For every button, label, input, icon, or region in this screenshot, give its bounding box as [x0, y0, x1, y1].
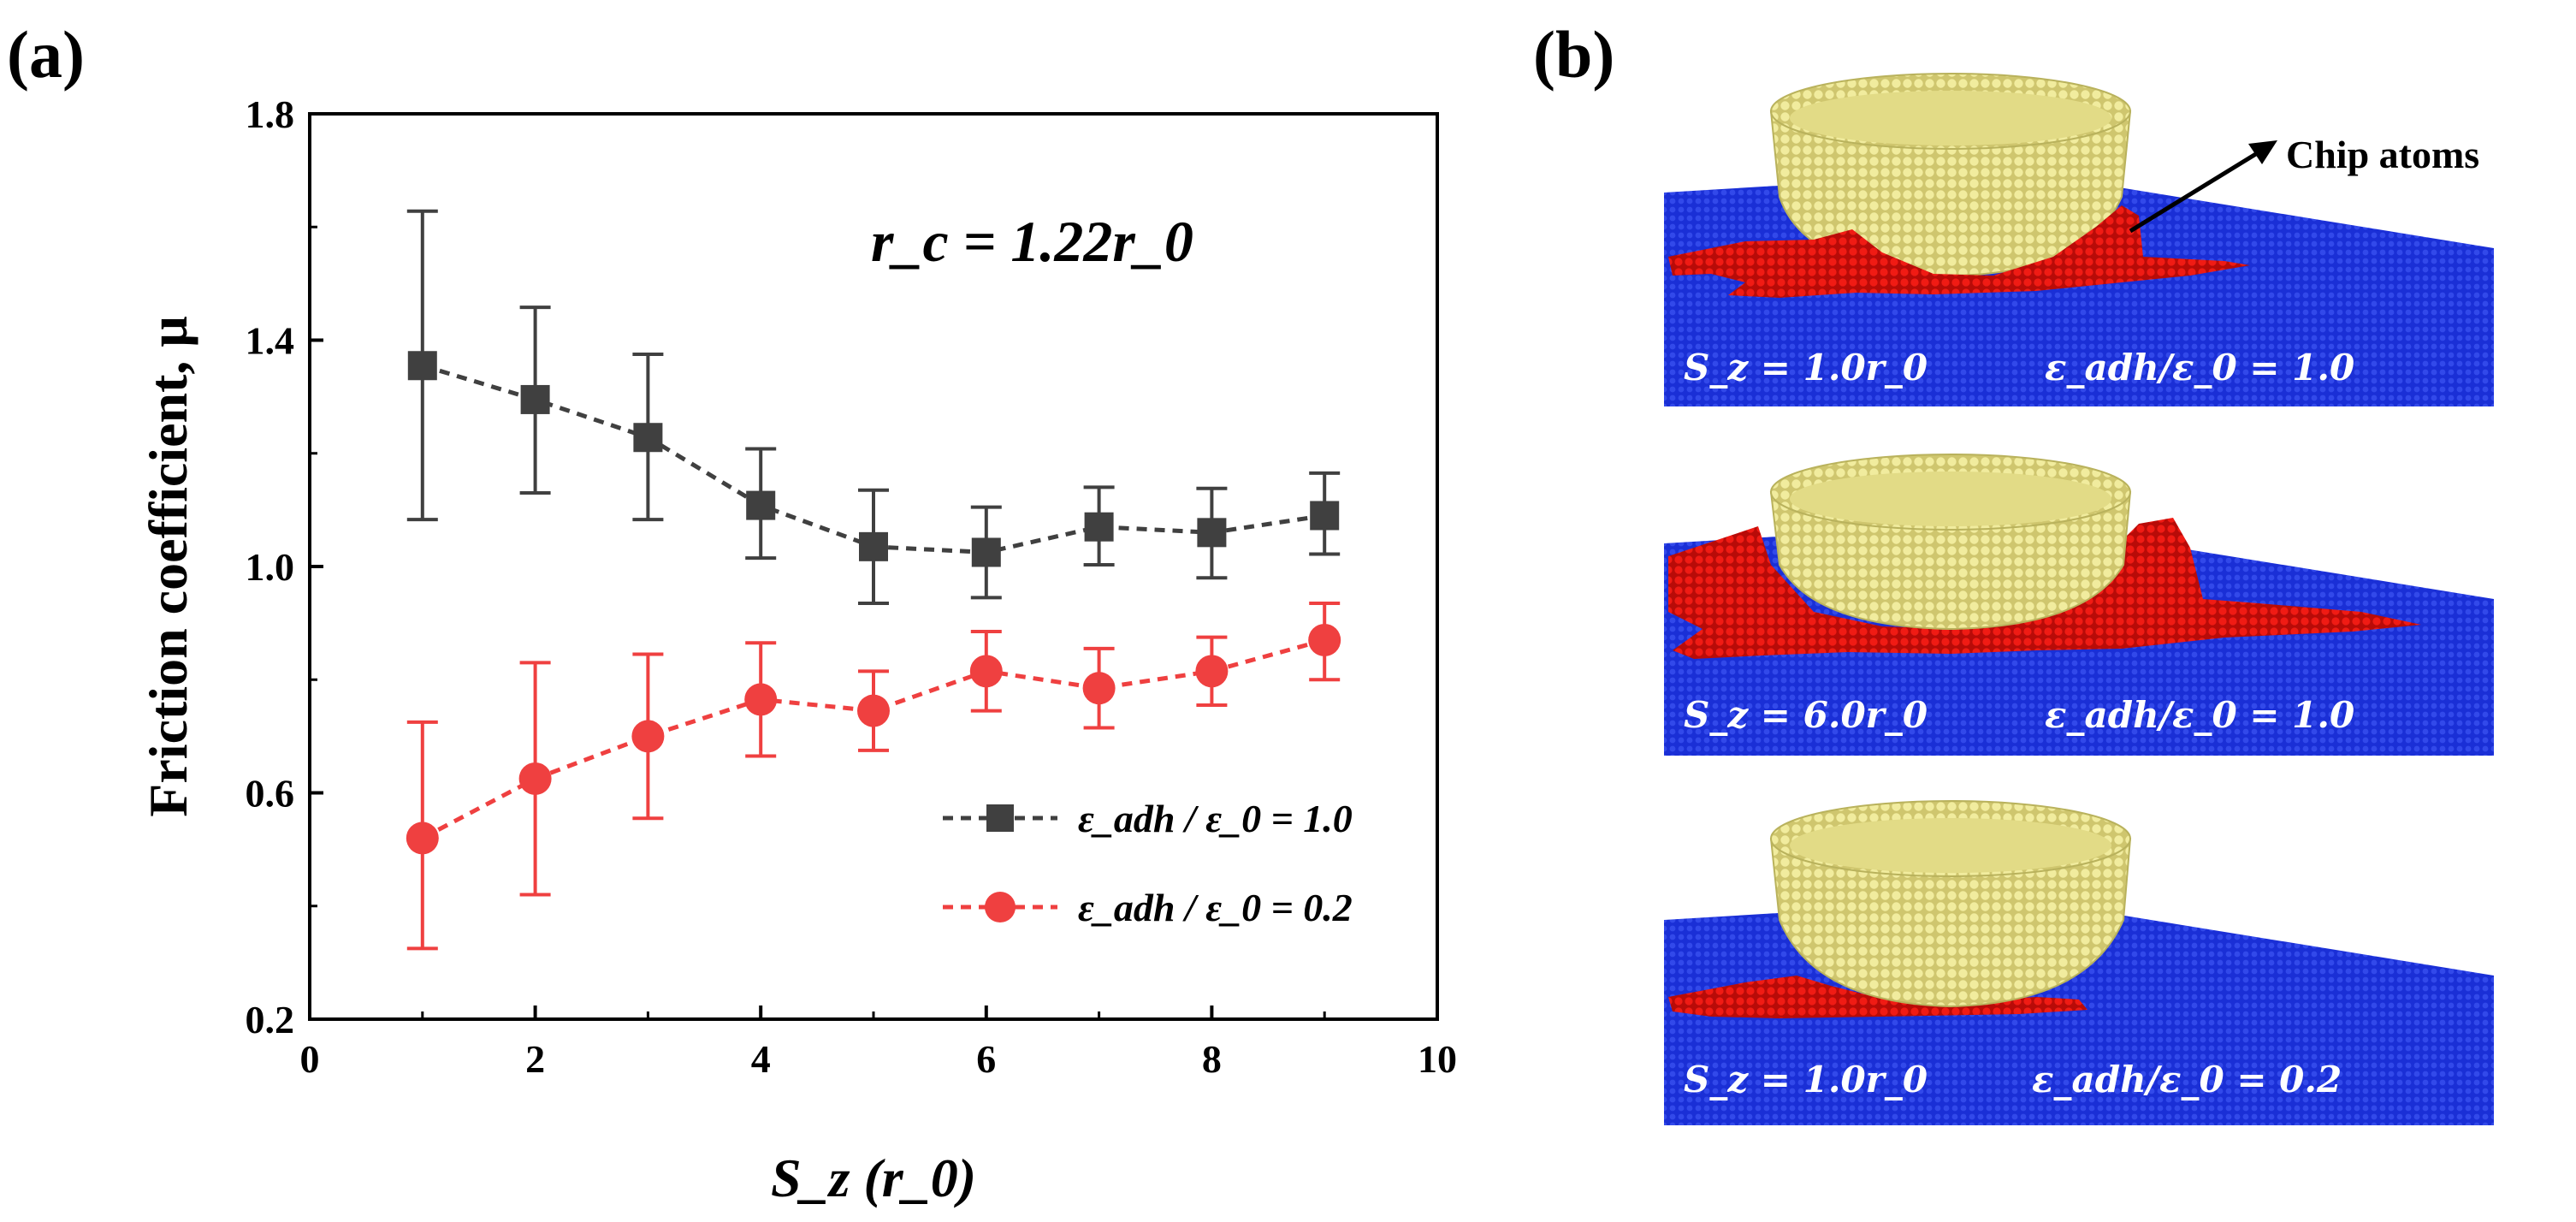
axis-ticks: 0 2 4 6 8 10 0.2 0.6 1.0 1.4 1.8 [246, 92, 1458, 1081]
x-axis-title: S_z (r_0) [771, 1148, 976, 1208]
x-tick-label-4: 8 [1202, 1037, 1222, 1081]
chip-atoms-arrowhead [2248, 140, 2277, 164]
data-point-1-5 [859, 531, 888, 561]
sz-label-1: S_z = 1.0r_0 [1684, 347, 1928, 389]
indenter-tip-3 [1769, 838, 2132, 1008]
panel-b-label: (b) [1533, 17, 1614, 92]
sz-label-2: S_z = 6.0r_0 [1684, 694, 1928, 736]
eps-label-3: ε_adh/ε_0 = 0.2 [2032, 1059, 2342, 1100]
chip-atoms-label: Chip atoms [2286, 133, 2479, 176]
y-tick-label-0: 0.2 [246, 998, 295, 1041]
y-tick-label-1: 0.6 [246, 772, 295, 816]
data-point-2-6 [969, 655, 1003, 688]
legend-label-series-1: ε_adh / ε_0 = 1.0 [1078, 797, 1353, 840]
x-tick-label-0: 0 [300, 1037, 320, 1081]
series-2 [406, 601, 1341, 951]
data-point-1-6 [971, 537, 1001, 567]
data-point-2-8 [1195, 655, 1229, 688]
data-point-2-1 [406, 822, 439, 855]
y-tick-label-2: 1.0 [246, 545, 295, 589]
indenter-tip-2 [1769, 491, 2132, 631]
x-tick-label-1: 2 [525, 1037, 545, 1081]
data-point-1-3 [633, 423, 663, 453]
chip-atoms-1 [1668, 205, 2250, 298]
y-tick-label-3: 1.4 [246, 319, 295, 363]
simulation-panel-3: S_z = 1.0r_0 ε_adh/ε_0 = 0.2 [1664, 800, 2494, 1125]
chip-atoms-2 [1668, 518, 2421, 659]
chip-atoms-arrow [2129, 150, 2260, 234]
data-point-2-7 [1082, 672, 1116, 705]
rc-annotation: r_c = 1.22r_0 [871, 209, 1193, 274]
x-tick-label-5: 10 [1418, 1037, 1457, 1081]
simulation-panel-1: S_z = 1.0r_0 ε_adh/ε_0 = 1.0 [1664, 73, 2494, 406]
legend-marker-series-2 [985, 892, 1016, 922]
chart-series [406, 209, 1341, 951]
indenter-opening-3 [1790, 818, 2111, 873]
data-point-1-1 [407, 351, 437, 381]
friction-chart: 0 2 4 6 8 10 0.2 0.6 1.0 1.4 1.8 r_c = 1.22r_0 Fri… [138, 92, 1457, 1208]
chart-legend: ε_adh / ε_0 = 1.0 ε_adh / ε_0 = 0.2 [943, 797, 1353, 929]
data-point-1-7 [1084, 512, 1114, 542]
data-point-1-4 [746, 490, 776, 520]
data-point-1-2 [520, 384, 550, 414]
data-point-1-8 [1197, 518, 1227, 548]
data-point-1-9 [1310, 501, 1340, 531]
x-tick-label-2: 4 [751, 1037, 771, 1081]
data-point-2-3 [631, 720, 665, 753]
sz-label-3: S_z = 1.0r_0 [1684, 1059, 1928, 1100]
panel-a-label: (a) [7, 17, 85, 92]
data-point-2-5 [857, 694, 890, 727]
simulation-snapshots: S_z = 1.0r_0 ε_adh/ε_0 = 1.0 Chip atoms … [1664, 73, 2494, 1125]
y-tick-label-4: 1.8 [246, 92, 295, 136]
indenter-opening-2 [1790, 472, 2111, 526]
rc-annotation-text: r_c = 1.22r_0 [871, 209, 1193, 274]
data-point-2-9 [1308, 623, 1341, 656]
series-line-2 [421, 638, 1325, 840]
simulation-panel-2: S_z = 6.0r_0 ε_adh/ε_0 = 1.0 [1664, 454, 2494, 756]
eps-label-1: ε_adh/ε_0 = 1.0 [2045, 347, 2354, 389]
x-tick-label-3: 6 [976, 1037, 996, 1081]
legend-marker-series-1 [986, 804, 1014, 832]
series-1 [406, 209, 1341, 605]
y-axis-title: Friction coefficient, μ [138, 316, 198, 816]
data-point-2-4 [744, 683, 778, 716]
eps-label-2: ε_adh/ε_0 = 1.0 [2045, 694, 2354, 736]
indenter-opening-1 [1790, 91, 2111, 145]
data-point-2-2 [518, 762, 552, 795]
legend-label-series-2: ε_adh / ε_0 = 0.2 [1078, 886, 1353, 929]
